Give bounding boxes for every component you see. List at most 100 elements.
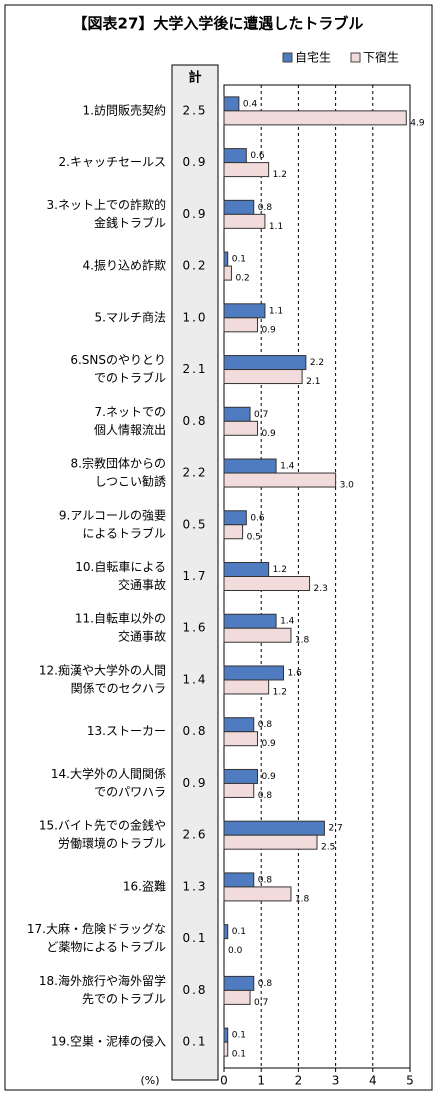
- value-label: 0.9: [261, 429, 276, 439]
- category-label: でのパワハラ: [94, 785, 166, 799]
- bar: [223, 820, 325, 836]
- value-label: 2.1: [306, 377, 320, 387]
- bar: [223, 1027, 229, 1043]
- category-label: 金銭トラブル: [94, 215, 166, 230]
- bar: [223, 613, 277, 629]
- bar: [223, 251, 229, 267]
- value-label: 0.9: [261, 772, 276, 782]
- x-tick-label: 0: [220, 1074, 228, 1088]
- total-label: 2.6: [182, 828, 207, 842]
- total-label: 2.1: [182, 362, 207, 376]
- category-label: 17.大麻・危険ドラッグな: [27, 921, 166, 936]
- value-label: 2.2: [310, 358, 324, 368]
- total-label: 0.2: [182, 259, 207, 273]
- total-label: 0.1: [182, 931, 207, 945]
- total-label: 0.8: [182, 983, 207, 997]
- total-label: 1.3: [182, 879, 207, 893]
- frame: [4, 4, 433, 1091]
- category-label: ど薬物によるトラブル: [46, 939, 166, 954]
- total-label: 2.5: [182, 103, 207, 117]
- category-label: 先でのトラブル: [82, 991, 166, 1006]
- value-label: 2.7: [328, 824, 342, 834]
- value-label: 1.1: [269, 306, 283, 316]
- value-label: 1.6: [288, 668, 303, 678]
- bar: [223, 627, 292, 643]
- value-label: 0.2: [235, 274, 249, 284]
- total-label: 0.9: [182, 776, 207, 790]
- value-label: 4.9: [410, 118, 425, 128]
- chart-title: 【図表27】大学入学後に遭遇したトラブル: [73, 15, 364, 33]
- bar: [223, 524, 244, 540]
- value-label: 1.4: [280, 462, 295, 472]
- total-label: 1.6: [182, 621, 207, 635]
- category-label: 12.痴漢や大学外の人間: [39, 662, 166, 677]
- total-label: 1.0: [182, 310, 207, 324]
- category-label: 9.アルコールの強要: [59, 508, 166, 522]
- bar: [223, 355, 307, 371]
- total-label: 0.9: [182, 207, 207, 221]
- category-label: 交通事故: [118, 577, 166, 592]
- category-label: 16.盗難: [123, 878, 166, 893]
- category-label: 18.海外旅行や海外留学: [39, 973, 166, 988]
- x-tick-label: 2: [295, 1074, 303, 1088]
- value-label: 2.5: [321, 843, 335, 853]
- legend-swatch: [282, 52, 293, 63]
- category-label: 個人情報流出: [94, 423, 166, 437]
- bar: [223, 303, 266, 319]
- x-tick-label: 1: [257, 1074, 265, 1088]
- category-label: 3.ネット上での詐欺的: [47, 197, 166, 212]
- x-tick-label: 4: [369, 1074, 377, 1088]
- legend-label: 下宿生: [363, 50, 399, 65]
- category-label: 7.ネットでの: [95, 405, 166, 419]
- category-label: 14.大学外の人間関係: [51, 766, 166, 781]
- bar: [223, 768, 258, 784]
- category-label: 8.宗教団体からの: [71, 456, 166, 471]
- bar: [223, 369, 303, 385]
- bar: [223, 679, 270, 695]
- value-label: 0.6: [250, 151, 265, 161]
- value-label: 0.0: [228, 946, 243, 956]
- bar: [223, 162, 270, 178]
- bar: [223, 265, 232, 281]
- category-label: でのトラブル: [94, 370, 166, 385]
- category-label: 4.振り込め詐欺: [83, 258, 166, 273]
- bar: [223, 96, 240, 112]
- value-label: 0.1: [232, 1050, 246, 1060]
- total-column: [171, 64, 219, 1081]
- total-label: 0.1: [182, 1035, 207, 1049]
- value-label: 0.9: [261, 325, 276, 335]
- bar: [223, 420, 258, 436]
- value-label: 1.2: [273, 170, 287, 180]
- value-label: 1.2: [273, 565, 287, 575]
- value-label: 0.1: [232, 927, 246, 937]
- bar: [223, 665, 285, 681]
- value-label: 0.7: [254, 410, 268, 420]
- bar: [223, 1041, 229, 1057]
- total-label: 0.9: [182, 155, 207, 169]
- value-label: 1.4: [280, 617, 295, 627]
- value-label: 0.4: [243, 99, 258, 109]
- category-label: しつこい勧誘: [95, 475, 166, 489]
- category-label: 労働環境のトラブル: [58, 836, 166, 851]
- value-label: 3.0: [340, 481, 355, 491]
- total-label: 0.5: [182, 517, 207, 531]
- category-label: 15.バイト先での金銭や: [39, 818, 166, 833]
- legend-swatch: [350, 52, 361, 63]
- category-label: 関係でのセクハラ: [71, 681, 166, 695]
- category-label: 11.自転車以外の: [75, 612, 166, 626]
- total-label: 1.7: [182, 569, 207, 583]
- bar: [223, 782, 255, 798]
- total-label: 0.8: [182, 724, 207, 738]
- value-label: 0.5: [247, 532, 261, 542]
- bar: [223, 872, 255, 888]
- category-label: 交通事故: [118, 629, 166, 644]
- total-header: 計: [188, 70, 201, 86]
- category-label: 13.ストーカー: [87, 724, 166, 738]
- value-label: 2.3: [314, 584, 328, 594]
- bar: [223, 213, 266, 229]
- bar: [223, 458, 277, 474]
- value-label: 1.2: [273, 687, 287, 697]
- bar: [223, 317, 258, 333]
- value-label: 0.7: [254, 998, 268, 1008]
- value-label: 0.9: [261, 739, 276, 749]
